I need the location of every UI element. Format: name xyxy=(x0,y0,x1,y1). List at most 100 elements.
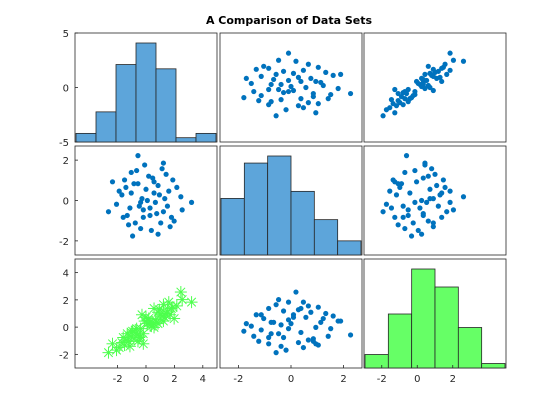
data-point xyxy=(116,188,122,194)
data-point xyxy=(395,181,401,187)
data-point xyxy=(253,66,259,72)
data-point xyxy=(303,84,309,91)
data-point xyxy=(156,192,162,198)
data-point xyxy=(420,81,426,88)
panel-1-3 xyxy=(363,32,507,143)
data-point xyxy=(146,173,152,179)
data-point xyxy=(422,160,428,166)
data-point xyxy=(140,207,146,213)
data-point xyxy=(293,289,299,295)
data-point xyxy=(403,90,410,97)
data-point xyxy=(412,199,418,205)
y-tick-label: 4 xyxy=(63,269,69,280)
data-point xyxy=(285,50,292,56)
data-point xyxy=(134,167,140,174)
panel-1-1 xyxy=(74,32,218,143)
data-point xyxy=(402,169,408,176)
panel-frame xyxy=(363,32,507,143)
y-tick-label: -5 xyxy=(59,138,69,149)
data-point xyxy=(121,177,128,183)
y-tick-label: 0 xyxy=(63,84,69,95)
data-point xyxy=(395,90,401,97)
histogram-bar xyxy=(135,42,157,143)
data-point xyxy=(248,80,254,87)
data-point-star xyxy=(106,337,119,350)
data-point xyxy=(430,220,436,226)
data-point xyxy=(258,92,264,99)
panel-1-2 xyxy=(219,32,363,143)
data-point xyxy=(440,177,446,183)
panel-3-1 xyxy=(74,258,218,369)
data-point xyxy=(167,224,173,230)
data-point xyxy=(138,199,144,205)
x-tick-label: 0 xyxy=(143,374,149,385)
data-point xyxy=(444,71,450,77)
histogram-bar xyxy=(195,132,217,143)
data-point xyxy=(113,201,120,207)
data-point xyxy=(419,75,425,82)
data-point xyxy=(166,188,172,194)
data-point xyxy=(308,75,314,82)
data-point xyxy=(130,233,136,239)
data-point xyxy=(248,323,254,329)
data-point xyxy=(388,97,395,103)
data-point xyxy=(127,205,133,211)
data-point xyxy=(447,188,453,194)
panel-2-3 xyxy=(363,145,507,256)
data-point xyxy=(335,85,341,92)
data-point xyxy=(328,326,334,332)
data-point xyxy=(151,190,157,196)
data-point xyxy=(290,314,297,320)
data-point xyxy=(295,339,302,346)
data-point xyxy=(430,224,436,230)
data-point xyxy=(430,87,436,94)
data-point xyxy=(188,199,195,205)
data-point xyxy=(280,308,287,314)
histogram-bar xyxy=(267,155,292,256)
histogram-bar xyxy=(411,268,436,369)
data-point xyxy=(422,71,428,77)
data-point xyxy=(415,227,421,234)
data-point xyxy=(395,222,401,228)
data-point xyxy=(266,102,272,108)
data-point xyxy=(387,188,393,194)
data-point xyxy=(261,315,267,322)
data-point xyxy=(123,184,129,191)
data-point xyxy=(439,190,445,196)
data-point xyxy=(275,331,282,337)
data-point xyxy=(305,337,311,343)
data-point xyxy=(392,214,398,220)
data-point xyxy=(290,70,297,76)
data-point xyxy=(425,173,431,179)
data-point xyxy=(298,305,304,312)
y-tick-label: 0 xyxy=(63,323,69,334)
data-point xyxy=(427,186,433,192)
data-point xyxy=(261,63,267,69)
data-point-star xyxy=(152,317,165,330)
data-point xyxy=(283,347,289,353)
data-point xyxy=(425,63,431,69)
data-point xyxy=(305,100,311,106)
data-point xyxy=(178,194,184,200)
x-tick-label: 0 xyxy=(288,374,294,385)
data-point xyxy=(268,81,274,88)
data-point xyxy=(300,299,307,305)
x-tick-label: 2 xyxy=(340,374,346,385)
data-point xyxy=(390,101,396,107)
data-point xyxy=(405,99,411,105)
data-point xyxy=(392,86,398,93)
histogram-bar xyxy=(175,137,197,143)
data-point xyxy=(405,212,411,219)
data-point xyxy=(447,67,453,73)
data-point xyxy=(425,218,431,224)
y-tick-label: 2 xyxy=(63,156,69,167)
data-point xyxy=(285,88,292,95)
data-point xyxy=(405,86,411,93)
data-point xyxy=(407,190,413,196)
data-point xyxy=(144,197,150,204)
data-point xyxy=(142,162,148,168)
data-point xyxy=(420,175,426,181)
data-point-star xyxy=(174,286,187,299)
data-point xyxy=(285,299,292,305)
